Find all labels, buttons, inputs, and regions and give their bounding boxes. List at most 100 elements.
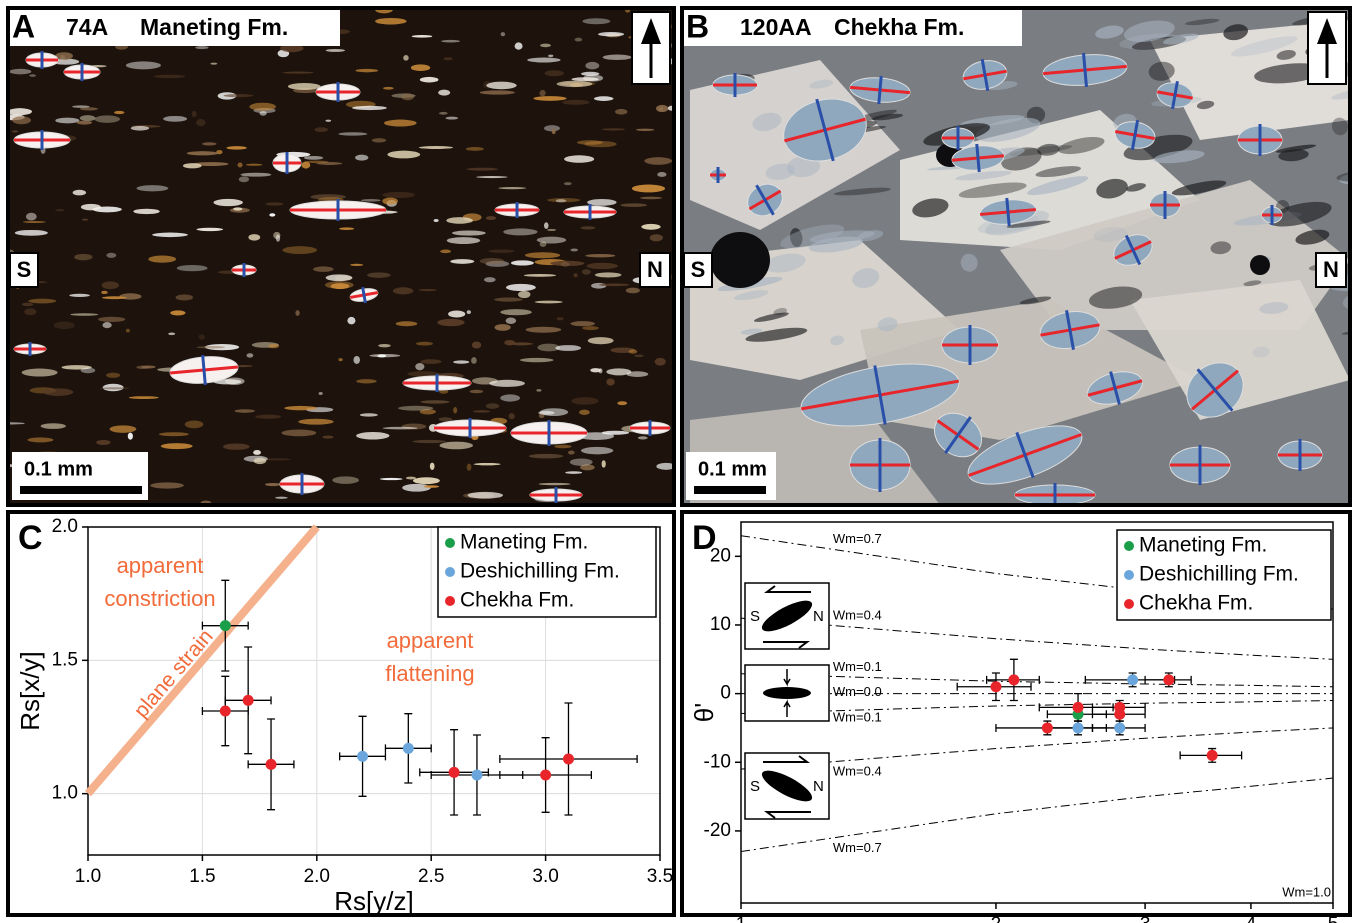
speckle bbox=[557, 317, 564, 320]
speckle bbox=[187, 151, 219, 155]
inset-right: N bbox=[813, 778, 824, 795]
y-axis-label: θ' bbox=[689, 703, 719, 722]
speckle bbox=[582, 269, 591, 275]
speckle bbox=[70, 313, 98, 316]
speckle bbox=[467, 464, 472, 471]
legend-label: Chekha Fm. bbox=[1139, 592, 1253, 615]
formation: Chekha Fm. bbox=[834, 14, 964, 40]
y-axis-label: Rs[x/y] bbox=[15, 651, 45, 730]
speckle bbox=[161, 443, 193, 449]
speckle bbox=[192, 111, 197, 117]
speckle bbox=[380, 478, 403, 480]
annotation: flattening bbox=[385, 661, 474, 686]
speckle bbox=[494, 297, 523, 301]
speckle bbox=[443, 57, 452, 60]
speckle bbox=[448, 310, 465, 317]
speckle bbox=[142, 365, 156, 368]
speckle bbox=[185, 420, 204, 428]
speckle bbox=[439, 442, 473, 450]
speckle bbox=[620, 203, 647, 207]
speckle bbox=[23, 221, 46, 223]
speckle bbox=[382, 192, 415, 198]
speckle bbox=[533, 96, 566, 101]
y-tick-label: -10 bbox=[704, 751, 731, 772]
curve-label: Wm=0.7 bbox=[833, 531, 882, 546]
speckle bbox=[26, 213, 37, 221]
speckle bbox=[638, 436, 648, 439]
speckle bbox=[438, 417, 452, 421]
speckle bbox=[498, 187, 526, 189]
speckle bbox=[199, 334, 206, 339]
speckle bbox=[378, 344, 391, 347]
speckle bbox=[580, 226, 595, 229]
speckle bbox=[183, 163, 202, 168]
speckle bbox=[562, 100, 590, 105]
speckle bbox=[81, 204, 101, 211]
speckle bbox=[284, 406, 317, 410]
speckle bbox=[361, 199, 381, 202]
speckle bbox=[268, 344, 279, 348]
speckle bbox=[571, 77, 598, 81]
speckle bbox=[486, 82, 516, 90]
speckle bbox=[382, 198, 398, 205]
speckle bbox=[540, 241, 547, 246]
inset-right: N bbox=[813, 608, 824, 625]
x-tick-label: 2.0 bbox=[304, 866, 330, 887]
data-point bbox=[990, 681, 1001, 692]
speckle bbox=[434, 219, 439, 222]
speckle bbox=[304, 156, 323, 160]
speckle bbox=[225, 377, 245, 384]
speckle bbox=[322, 436, 333, 439]
speckle bbox=[398, 406, 433, 411]
speckle bbox=[253, 450, 261, 455]
speckle bbox=[467, 310, 471, 314]
speckle bbox=[656, 105, 668, 112]
speckle bbox=[29, 74, 36, 77]
speckle bbox=[430, 463, 435, 470]
speckle bbox=[269, 213, 275, 216]
wm-curve bbox=[741, 618, 1333, 659]
speckle bbox=[246, 353, 253, 357]
speckle bbox=[8, 108, 32, 115]
legend-label: Maneting Fm. bbox=[1139, 534, 1267, 557]
speckle bbox=[539, 483, 571, 485]
curve-label: Wm=0.1 bbox=[833, 659, 882, 674]
speckle bbox=[420, 359, 441, 364]
curve-label: Wm=0.7 bbox=[833, 840, 882, 855]
speckle bbox=[347, 317, 355, 325]
speckle bbox=[387, 151, 420, 159]
speckle bbox=[556, 199, 567, 202]
speckle bbox=[196, 346, 225, 348]
speckle bbox=[603, 55, 632, 60]
panel-letter: C bbox=[18, 519, 43, 557]
speckle bbox=[43, 388, 73, 395]
speckle bbox=[598, 368, 602, 373]
speckle bbox=[515, 42, 523, 49]
speckle bbox=[163, 116, 187, 122]
speckle bbox=[356, 379, 377, 383]
speckle bbox=[106, 373, 120, 378]
speckle bbox=[396, 321, 418, 326]
speckle bbox=[223, 443, 250, 449]
sample-id: 74A bbox=[66, 14, 108, 40]
direction-left: S bbox=[17, 257, 32, 282]
speckle bbox=[447, 237, 481, 244]
speckle bbox=[544, 222, 548, 229]
speckle bbox=[234, 409, 254, 413]
speckle bbox=[393, 287, 414, 294]
speckle bbox=[355, 69, 378, 72]
data-point bbox=[220, 706, 231, 717]
speckle bbox=[415, 363, 424, 370]
speckle bbox=[480, 258, 504, 264]
speckle bbox=[148, 256, 176, 263]
speckle bbox=[470, 390, 484, 394]
speckle bbox=[419, 146, 453, 149]
data-point bbox=[1008, 674, 1019, 685]
speckle bbox=[467, 492, 503, 499]
speckle bbox=[177, 265, 208, 271]
scale-label: 0.1 mm bbox=[698, 458, 767, 480]
speckle bbox=[582, 18, 610, 24]
speckle bbox=[509, 413, 515, 419]
speckle bbox=[375, 18, 407, 25]
speckle bbox=[383, 427, 418, 430]
